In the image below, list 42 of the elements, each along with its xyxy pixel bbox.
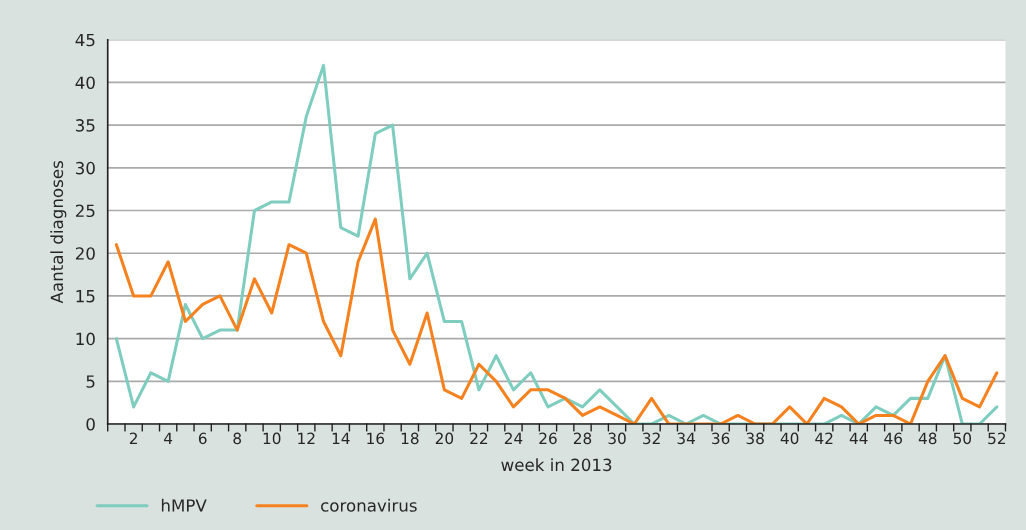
y-tick-label: 40 <box>75 76 95 90</box>
x-tick-label: 44 <box>849 432 868 444</box>
line-series <box>114 217 999 424</box>
x-tick-label: 36 <box>712 432 730 445</box>
y-tick-label: 0 <box>86 417 95 431</box>
x-tick-label: 16 <box>367 432 385 445</box>
y-tick-label: 5 <box>86 375 95 388</box>
x-tick-label: 20 <box>435 432 454 445</box>
x-tick-label: 2 <box>129 432 137 444</box>
x-tick-label: 40 <box>780 432 799 445</box>
x-tick-label: 22 <box>470 432 488 444</box>
y-tick-label: 25 <box>75 204 95 218</box>
y-tick-label: 30 <box>75 161 95 175</box>
x-tick-label: 34 <box>677 432 695 445</box>
x-tick-label: 28 <box>573 432 592 445</box>
x-tick-label: 42 <box>815 432 833 444</box>
y-tick-label: 10 <box>76 332 95 346</box>
x-axis-title: week in 2013 <box>501 458 612 472</box>
y-tick-label: 20 <box>75 247 95 260</box>
y-tick-label: 45 <box>75 33 95 47</box>
x-tick-label: 10 <box>263 432 281 445</box>
y-axis-title: Aantal diagnoses <box>50 161 67 304</box>
legend-label: hMPV <box>161 498 207 512</box>
x-tick-label: 4 <box>164 432 173 444</box>
x-tick-label: 6 <box>198 432 207 445</box>
x-tick-label: 38 <box>746 432 764 445</box>
x-tick-label: 50 <box>953 432 972 445</box>
x-tick-label: 26 <box>539 432 557 445</box>
x-tick-label: 8 <box>233 432 242 445</box>
x-tick-label: 48 <box>918 432 937 445</box>
x-tick-label: 24 <box>504 432 523 444</box>
x-tick-label: 52 <box>988 432 1006 445</box>
x-tick-label: 18 <box>401 432 419 445</box>
line-series <box>114 63 999 424</box>
x-tick-label: 30 <box>608 432 626 445</box>
x-tick-label: 14 <box>332 432 350 444</box>
x-tick-label: 12 <box>298 432 315 444</box>
y-tick-label: 35 <box>75 119 95 132</box>
legend-label: coronavirus <box>321 498 417 512</box>
x-tick-label: 32 <box>643 432 660 445</box>
x-tick-label: 46 <box>884 432 903 445</box>
y-tick-label: 15 <box>76 290 95 303</box>
